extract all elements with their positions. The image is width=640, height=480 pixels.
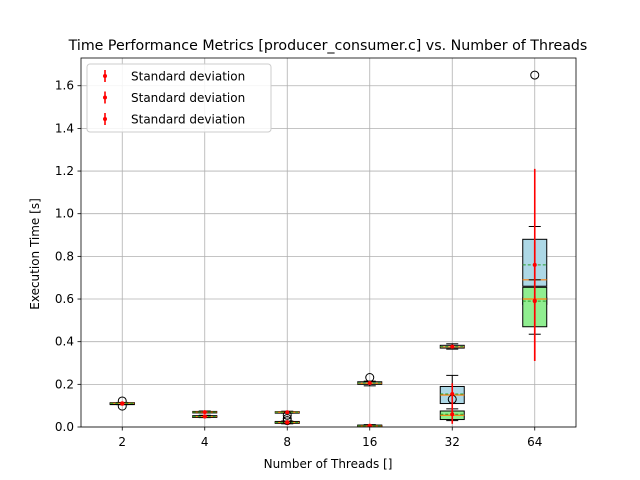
y-tick-label: 1.2 [55, 164, 74, 178]
mean-point [450, 344, 455, 349]
y-tick-label: 0.0 [55, 420, 74, 434]
legend-label: Standard deviation [131, 70, 245, 84]
axes: 0.0 0.2 0.4 0.6 0.8 1.0 1.2 1.4 1.6 2 4 8 16 32 64 [55, 57, 577, 449]
y-tick-label: 1.0 [55, 207, 74, 221]
legend: Standard deviation Standard deviation Stan… [86, 63, 272, 133]
x-tick-label: 32 [445, 435, 460, 449]
flier-point [282, 416, 292, 426]
mean-point [202, 410, 207, 415]
x-tick-label: 16 [362, 435, 377, 449]
y-tick-label: 0.6 [55, 292, 74, 306]
plot-frame [80, 57, 577, 428]
x-tick-label: 64 [527, 435, 542, 449]
x-axis-label: Number of Threads [] [264, 457, 393, 471]
mean-point [285, 420, 290, 425]
x-tick-label: 8 [283, 435, 291, 449]
mean-point [450, 391, 455, 396]
y-tick-label: 1.4 [55, 121, 74, 135]
legend-label: Standard deviation [131, 113, 245, 127]
flier-point [530, 70, 540, 80]
mean-point [367, 423, 372, 427]
y-tick-label: 1.6 [55, 79, 74, 93]
mean-point [367, 381, 372, 386]
chart-title: Time Performance Metrics [producer_consu… [68, 38, 588, 54]
y-tick-label: 0.4 [55, 335, 74, 349]
mean-point [450, 412, 455, 417]
x-tick-label: 2 [118, 435, 126, 449]
y-tick-label: 0.2 [55, 377, 74, 391]
legend-mean-icon [103, 117, 107, 121]
mean-point [120, 401, 125, 406]
legend-mean-icon [103, 95, 107, 100]
mean-point [285, 410, 290, 415]
y-axis-label: Execution Time [s] [28, 198, 42, 310]
mean-point [202, 414, 207, 419]
y-tick-label: 0.8 [55, 249, 74, 263]
legend-mean-icon [103, 74, 107, 78]
x-tick-label: 4 [201, 435, 209, 449]
data-layer [109, 70, 548, 427]
legend-box [86, 63, 272, 133]
legend-label: Standard deviation [131, 91, 245, 105]
mean-point [532, 299, 537, 304]
